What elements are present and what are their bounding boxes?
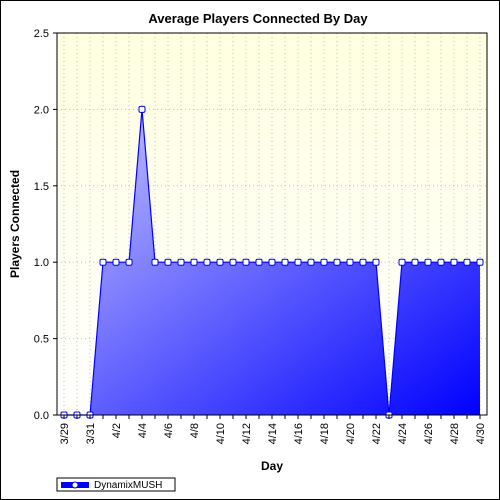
legend-label: DynamixMUSH <box>94 480 162 491</box>
y-tick-label: 1.0 <box>34 257 49 269</box>
data-point <box>333 258 341 266</box>
data-point <box>450 258 458 266</box>
data-point <box>294 258 302 266</box>
y-axis-label: Players Connected <box>8 170 22 278</box>
x-axis: 3/29 3/31 4/2 4/4 4/6 4/8 4/10 4/12 4/14 4/16 4/18… <box>59 415 487 444</box>
x-axis-label: Day <box>261 459 283 473</box>
data-point <box>281 258 289 266</box>
y-tick-label: 0.5 <box>34 334 49 346</box>
data-point <box>125 258 133 266</box>
x-tick-label: 4/22 <box>371 423 383 444</box>
x-tick-label: 4/30 <box>475 423 487 444</box>
y-tick-label: 2.5 <box>34 28 49 40</box>
data-point <box>346 258 354 266</box>
x-tick-label: 4/16 <box>293 423 305 444</box>
legend: DynamixMUSH <box>56 477 176 492</box>
x-tick-label: 4/2 <box>111 423 123 438</box>
data-point <box>476 258 484 266</box>
x-tick-label: 4/14 <box>267 423 279 444</box>
data-point <box>411 258 419 266</box>
chart-title: Average Players Connected By Day <box>148 11 368 26</box>
data-point <box>99 258 107 266</box>
x-tick-label: 4/26 <box>423 423 435 444</box>
data-point <box>177 258 185 266</box>
data-point <box>307 258 315 266</box>
data-point <box>138 105 146 113</box>
y-tick-label: 1.5 <box>34 181 49 193</box>
data-point <box>255 258 263 266</box>
data-point <box>216 258 224 266</box>
x-tick-label: 3/31 <box>85 423 97 444</box>
y-axis: 0.0 0.5 1.0 1.5 2.0 2.5 <box>34 28 57 422</box>
data-point <box>242 258 250 266</box>
x-tick-label: 4/12 <box>241 423 253 444</box>
legend-marker-icon <box>71 481 79 489</box>
data-point <box>151 258 159 266</box>
x-tick-label: 4/18 <box>319 423 331 444</box>
y-tick-label: 2.0 <box>34 104 49 116</box>
data-point <box>268 258 276 266</box>
data-point <box>372 258 380 266</box>
x-tick-label: 4/24 <box>397 423 409 444</box>
data-point <box>463 258 471 266</box>
data-point <box>164 258 172 266</box>
x-tick-label: 4/6 <box>163 423 175 438</box>
x-tick-label: 3/29 <box>59 423 71 444</box>
data-point <box>112 258 120 266</box>
x-tick-label: 4/8 <box>189 423 201 438</box>
data-point <box>359 258 367 266</box>
data-point <box>398 258 406 266</box>
x-tick-label: 4/10 <box>215 423 227 444</box>
x-tick-label: 4/4 <box>137 423 149 438</box>
y-tick-label: 0.0 <box>34 410 49 422</box>
data-point <box>229 258 237 266</box>
data-point <box>424 258 432 266</box>
x-tick-label: 4/20 <box>345 423 357 444</box>
data-point <box>190 258 198 266</box>
x-tick-label: 4/28 <box>449 423 461 444</box>
data-point <box>203 258 211 266</box>
data-point <box>437 258 445 266</box>
data-point <box>320 258 328 266</box>
